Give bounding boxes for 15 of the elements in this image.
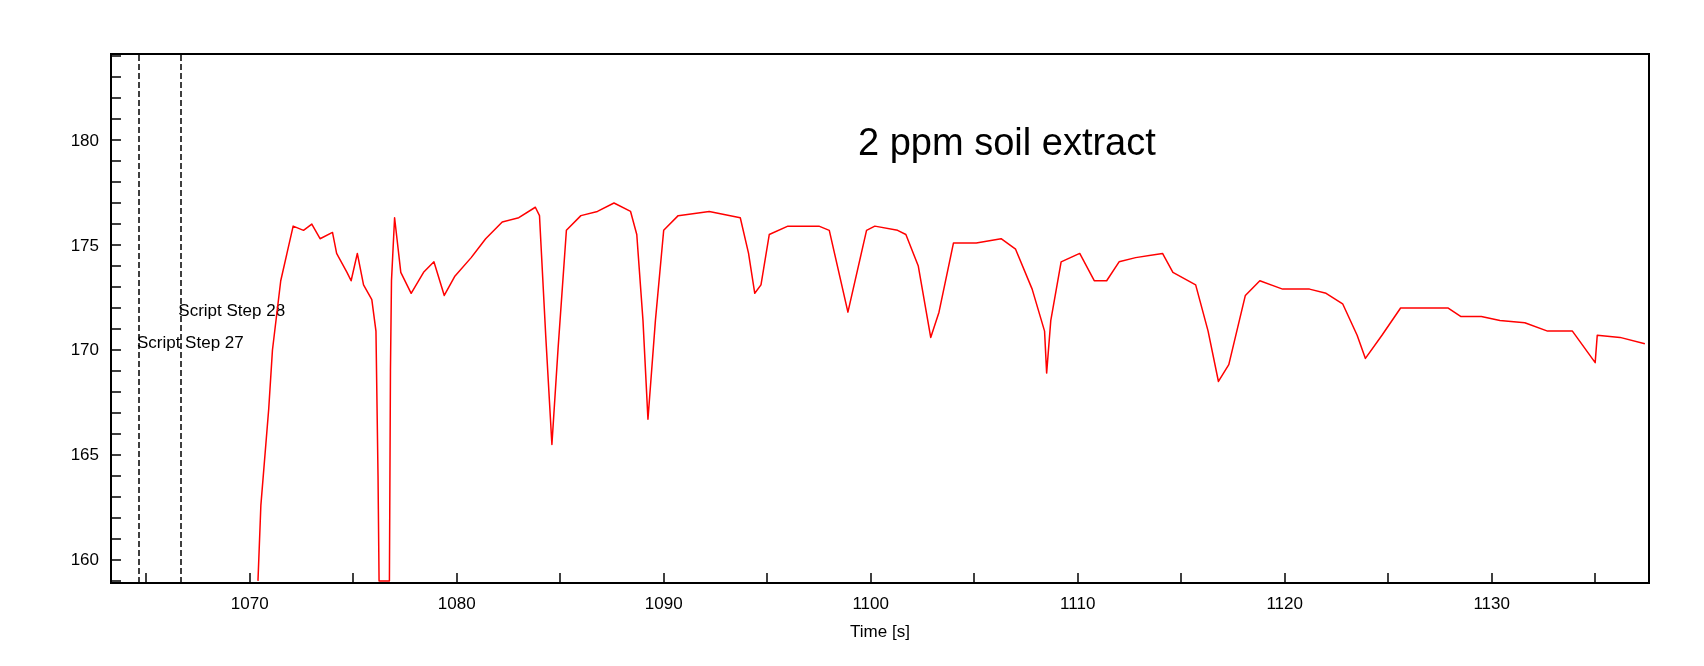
x-tick-label: 1100 xyxy=(852,594,889,613)
x-tick-label: 1080 xyxy=(437,594,476,613)
y-tick-label: 160 xyxy=(70,550,99,570)
x-tick-label: 1120 xyxy=(1266,594,1303,613)
y-tick-label: 170 xyxy=(70,340,99,360)
y-tick-label: 165 xyxy=(70,445,99,465)
x-tick-label: 1130 xyxy=(1473,594,1510,613)
x-axis-title: Time [s] xyxy=(850,622,910,641)
x-tick-label: 1090 xyxy=(644,594,683,613)
text: 2 ppm soil extract xyxy=(858,121,1157,163)
ref-line-label: Script Step 27 xyxy=(136,333,244,353)
y-tick-label: 175 xyxy=(70,235,99,255)
x-tick-label: 1070 xyxy=(230,594,269,613)
y-tick-label: 180 xyxy=(70,130,99,150)
x-tick-label: 1110 xyxy=(1060,594,1096,613)
